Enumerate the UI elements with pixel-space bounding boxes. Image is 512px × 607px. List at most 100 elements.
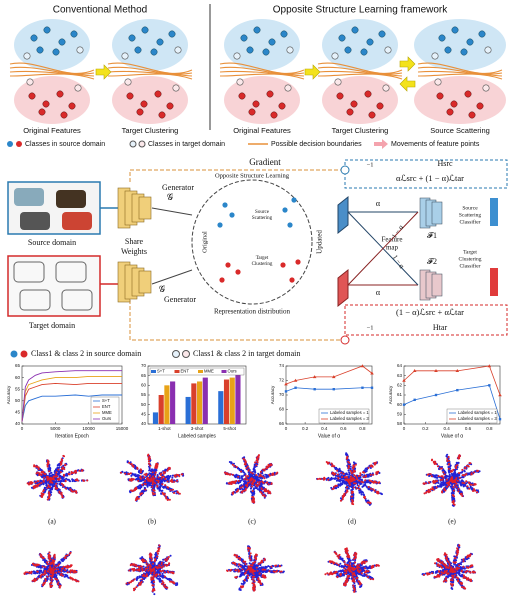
decision-boundary [9,62,95,74]
legend-label: S+T [102,398,110,403]
source-point [150,48,158,56]
source-point [141,26,149,34]
target-point [286,46,294,54]
bar [197,381,203,424]
y-tick-label: 68 [279,407,285,412]
x-tick-label: 5000 [50,426,61,431]
decision-boundary [107,62,193,74]
feature-point [280,262,286,268]
source-point [478,30,486,38]
source-point [43,26,51,34]
source-point [364,90,372,98]
legend-swatch [129,140,137,148]
label: Target Clustering [122,126,179,135]
label: Generator [164,295,196,304]
legend-box [149,367,245,376]
legend-swatch [182,350,190,358]
legend-swatch [16,141,22,147]
decision-boundary [417,70,503,77]
label: Opposite Structure Learning [215,172,290,179]
output [490,268,498,296]
bar [158,395,164,424]
tsne-points [324,547,380,593]
source-point [280,30,288,38]
marker [488,384,491,387]
bar [152,412,159,424]
decision-boundary [9,73,95,80]
line [21,370,122,422]
panel-label: (a) [48,518,56,526]
generator-layer [138,270,152,294]
target-point [434,78,442,86]
source-point [344,46,352,54]
source-point [58,38,66,46]
weight-line [347,211,419,286]
target-point [233,52,241,60]
source-point [253,26,261,34]
label: Movements of feature points [391,141,480,148]
panel-label: (d) [348,518,357,526]
y-tick-label: 45 [141,412,147,417]
target-point [76,46,84,54]
source-point [70,30,78,38]
bar [229,377,235,424]
label: Scattering [252,216,273,221]
y-tick-label: 65 [15,363,21,368]
source-point [56,90,64,98]
source-point [166,102,174,110]
label: Hsrc [437,159,453,168]
legend-label: Labeled samples = 1 [458,410,497,415]
label: map [386,244,399,252]
marker [370,371,374,375]
source-point [158,111,166,119]
legend-swatch [221,370,227,373]
decision-boundary [9,70,95,77]
legend-label: Ours [228,369,237,374]
x-tick-label: 10000 [82,426,95,431]
decision-boundary [417,73,503,80]
label: Gradient [249,157,281,167]
tsne-points [223,454,279,504]
feature-point [295,259,301,265]
source-point [378,30,386,38]
target-point [331,52,339,60]
target-point [431,52,439,60]
source-point [246,46,254,54]
bar [191,383,197,424]
tsne-points [422,454,479,506]
line [403,384,501,420]
legend-swatch [174,370,180,373]
arrow [399,76,416,92]
marker [360,364,365,368]
line [21,375,122,422]
target-point [172,84,180,92]
feature-point [235,269,241,275]
source-point [140,100,148,108]
y-tick-label: 40 [141,421,147,426]
source-point [464,90,472,98]
line [285,387,372,392]
source-point [270,111,278,119]
x-axis-label: Value of α [318,433,340,439]
y-tick-label: 40 [15,421,21,426]
label: Clustering [459,256,482,262]
marker [498,417,502,421]
label: Possible decision boundaries [271,141,362,148]
label: Representation distribution [214,308,291,316]
label: α [376,288,381,297]
target-point [334,78,342,86]
y-tick-label: 55 [15,386,21,391]
marker [455,369,460,373]
source-point [444,46,452,54]
title: Opposite Structure Learning framework [273,5,449,16]
label: 1 − α [390,223,405,240]
x-tick-label: 0.4 [444,426,451,431]
source-point [466,38,474,46]
legend-label: Labeled samples = 3 [458,416,497,421]
tsne-points [119,453,184,502]
decision-boundary [317,66,403,75]
panel-label: (b) [148,518,157,526]
label: Target domain [29,321,75,330]
target-region [322,76,398,124]
source-point [28,92,36,100]
